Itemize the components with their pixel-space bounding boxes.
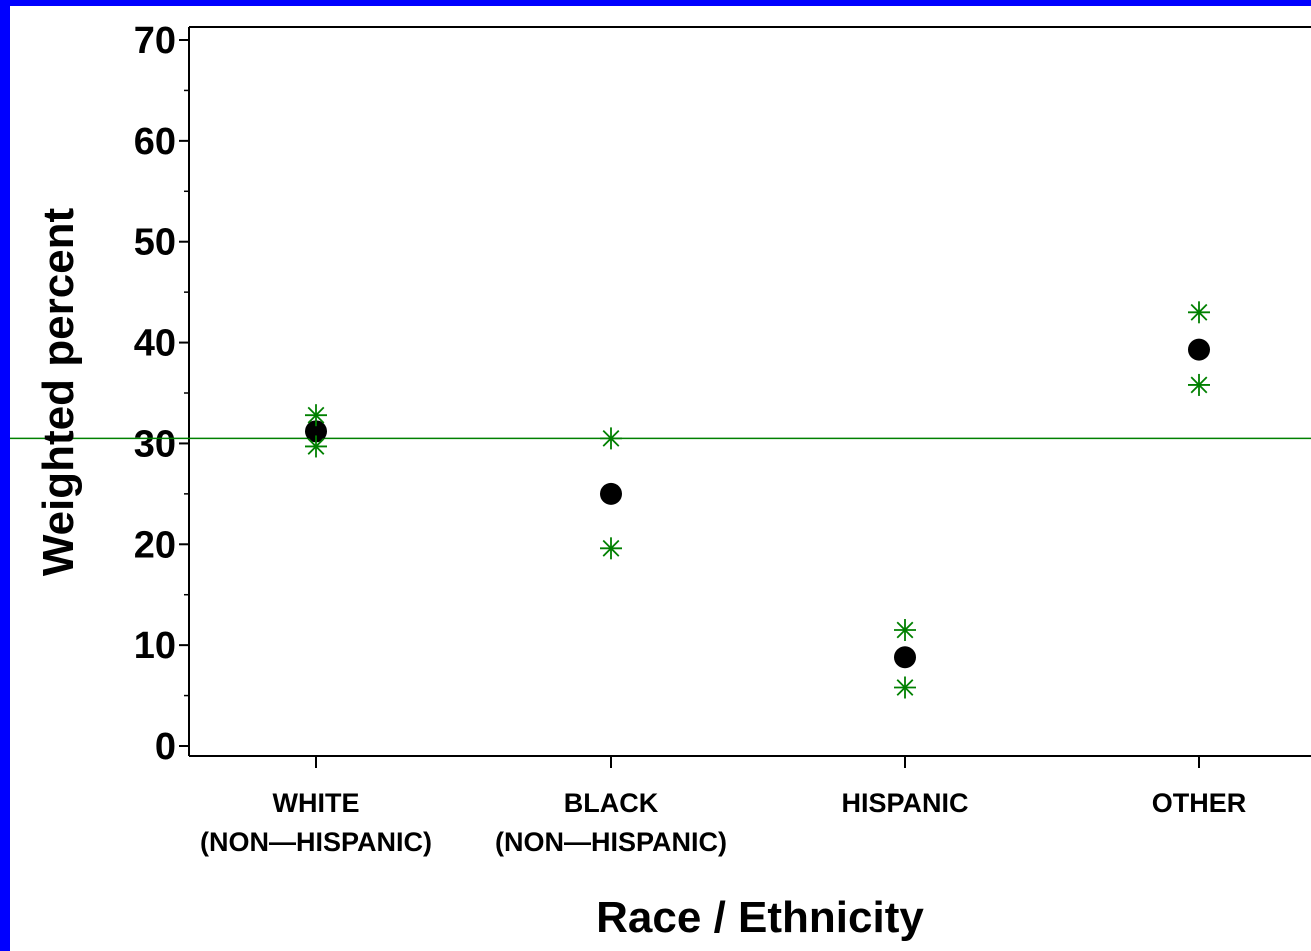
point-estimate-dot bbox=[600, 482, 622, 505]
chart-panel bbox=[10, 6, 1311, 951]
y-axis-title: Weighted percent bbox=[34, 207, 83, 576]
title-strip bbox=[0, 0, 1311, 6]
asterisk-marker bbox=[600, 427, 622, 450]
y-tick-label: 40 bbox=[134, 323, 176, 365]
y-tick-label: 10 bbox=[134, 625, 176, 667]
x-category-label: HISPANIC bbox=[841, 788, 968, 818]
y-tick-label: 30 bbox=[134, 423, 176, 465]
asterisk-marker bbox=[1188, 373, 1210, 396]
x-category-label: WHITE bbox=[273, 788, 360, 818]
x-axis-ticks: WHITE (NON—HISPANIC) BLACK (NON—HISPANIC) HI… bbox=[200, 756, 1246, 857]
y-tick-label: 60 bbox=[134, 121, 176, 163]
plot-frame bbox=[188, 26, 1311, 757]
x-category-sublabel: (NON—HISPANIC) bbox=[200, 827, 432, 857]
y-tick-label: 20 bbox=[134, 524, 176, 566]
asterisk-marker bbox=[894, 619, 916, 642]
asterisk-marker bbox=[305, 404, 327, 427]
point-estimate-dot bbox=[305, 420, 327, 443]
data-markers bbox=[305, 301, 1210, 699]
x-category-label: OTHER bbox=[1152, 788, 1247, 818]
asterisk-marker bbox=[600, 537, 622, 560]
x-category-sublabel: (NON—HISPANIC) bbox=[495, 827, 727, 857]
y-tick-label: 70 bbox=[134, 20, 176, 62]
asterisk-marker bbox=[1188, 301, 1210, 324]
y-axis-ticks: 0 10 20 30 40 50 60 70 bbox=[134, 20, 189, 768]
asterisk-marker bbox=[305, 435, 327, 458]
point-estimate-dot bbox=[894, 646, 916, 669]
y-tick-label: 0 bbox=[155, 726, 176, 768]
x-category-label: BLACK bbox=[564, 788, 659, 818]
point-estimate-dot bbox=[1188, 338, 1210, 361]
asterisk-marker bbox=[894, 676, 916, 699]
y-tick-label: 50 bbox=[134, 222, 176, 264]
x-axis-title: Race / Ethnicity bbox=[596, 893, 924, 942]
